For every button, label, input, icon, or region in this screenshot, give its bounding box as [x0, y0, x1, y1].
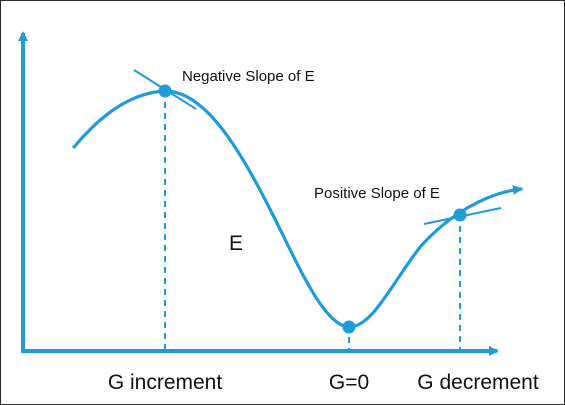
- increment-axis-label: G increment: [108, 371, 223, 394]
- peak-point: [158, 84, 172, 98]
- error-curve: [72, 89, 523, 329]
- positive-slope-point: [453, 208, 467, 222]
- negative-slope-label: Negative Slope of E: [182, 68, 315, 85]
- curve-label: E: [229, 232, 243, 255]
- positive-slope-label: Positive Slope of E: [314, 185, 440, 202]
- minimum-point: [342, 320, 356, 334]
- decrement-axis-label: G decrement: [417, 371, 539, 394]
- zero-axis-label: G=0: [329, 371, 369, 394]
